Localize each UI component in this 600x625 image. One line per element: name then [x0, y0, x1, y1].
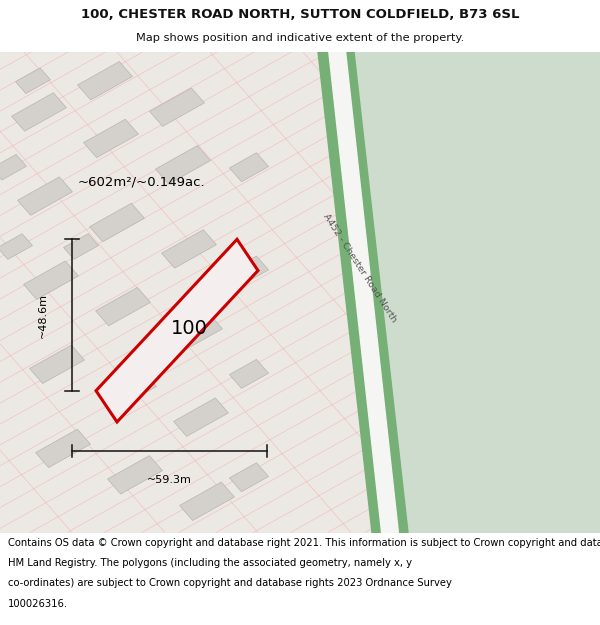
- Polygon shape: [318, 52, 408, 532]
- Text: ~602m²/~0.149ac.: ~602m²/~0.149ac.: [77, 175, 205, 188]
- Text: ~48.6m: ~48.6m: [38, 292, 48, 338]
- Text: ~59.3m: ~59.3m: [147, 474, 192, 484]
- Polygon shape: [95, 288, 151, 326]
- Polygon shape: [16, 68, 50, 94]
- Polygon shape: [0, 154, 26, 180]
- Polygon shape: [0, 52, 600, 532]
- Text: HM Land Registry. The polygons (including the associated geometry, namely x, y: HM Land Registry. The polygons (includin…: [8, 558, 412, 568]
- Polygon shape: [229, 359, 269, 388]
- Polygon shape: [101, 371, 157, 410]
- Polygon shape: [17, 177, 73, 215]
- Polygon shape: [96, 239, 258, 422]
- Text: Contains OS data © Crown copyright and database right 2021. This information is : Contains OS data © Crown copyright and d…: [8, 538, 600, 548]
- Polygon shape: [161, 230, 217, 268]
- Polygon shape: [77, 61, 133, 100]
- Text: Map shows position and indicative extent of the property.: Map shows position and indicative extent…: [136, 33, 464, 43]
- Polygon shape: [329, 52, 398, 532]
- Polygon shape: [89, 203, 145, 242]
- Text: 100026316.: 100026316.: [8, 599, 68, 609]
- Polygon shape: [179, 482, 235, 521]
- Polygon shape: [11, 92, 67, 131]
- Polygon shape: [229, 462, 269, 492]
- Text: A452 - Chester Road North: A452 - Chester Road North: [322, 213, 398, 324]
- Polygon shape: [149, 88, 205, 126]
- Polygon shape: [107, 456, 163, 494]
- Text: 100, CHESTER ROAD NORTH, SUTTON COLDFIELD, B73 6SL: 100, CHESTER ROAD NORTH, SUTTON COLDFIEL…: [81, 8, 519, 21]
- Polygon shape: [23, 261, 79, 299]
- Polygon shape: [155, 146, 211, 184]
- Polygon shape: [83, 119, 139, 158]
- Polygon shape: [229, 152, 269, 182]
- Polygon shape: [167, 314, 223, 352]
- Polygon shape: [64, 234, 98, 259]
- Polygon shape: [35, 429, 91, 468]
- Polygon shape: [0, 234, 32, 259]
- Polygon shape: [29, 345, 85, 384]
- Polygon shape: [173, 398, 229, 436]
- Polygon shape: [354, 52, 600, 532]
- Text: 100: 100: [170, 319, 208, 338]
- Polygon shape: [229, 256, 269, 285]
- Text: co-ordinates) are subject to Crown copyright and database rights 2023 Ordnance S: co-ordinates) are subject to Crown copyr…: [8, 578, 452, 588]
